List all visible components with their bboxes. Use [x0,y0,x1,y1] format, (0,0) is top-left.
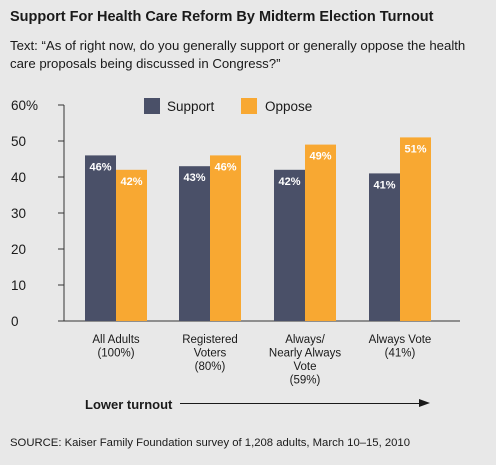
y-tick-label: 20 [11,242,26,257]
bar-value-label: 42% [120,176,142,188]
turnout-arrow-line [180,403,420,404]
turnout-arrow-head [419,399,430,407]
bar-value-label: 51% [404,143,426,155]
legend-label-oppose: Oppose [265,99,312,114]
source-note: SOURCE: Kaiser Family Foundation survey … [10,437,410,449]
bar-support [85,155,116,321]
bar-value-label: 41% [373,179,395,191]
category-label: Vote [293,361,316,373]
bar-oppose [305,144,336,321]
y-tick-label: 10 [11,278,26,293]
category-label: All Adults [92,334,140,346]
legend-label-support: Support [167,99,215,114]
bar-support [274,169,305,321]
legend-swatch-oppose [241,98,257,114]
bar-value-label: 49% [309,151,331,163]
y-tick-label: 40 [11,170,26,185]
bar-value-label: 46% [89,161,111,173]
bar-support [369,173,400,321]
bar-value-label: 42% [278,176,300,188]
bar-support [179,166,210,321]
survey-question: Text: “As of right now, do you generally… [10,38,466,71]
category-label: Registered [182,334,238,346]
y-tick-label: 0 [11,314,19,329]
y-tick-label: 60% [11,98,38,113]
category-label: (80%) [195,361,226,373]
bar-oppose [210,155,241,321]
bar-value-label: 46% [214,161,236,173]
category-label: Always/ [285,334,325,346]
bar-oppose [116,169,147,321]
lower-turnout-label: Lower turnout [85,397,173,412]
category-label: (59%) [290,375,321,387]
y-tick-label: 50 [11,134,26,149]
category-label: Nearly Always [269,348,341,360]
bar-value-label: 43% [183,172,205,184]
category-label: Voters [194,348,227,360]
y-tick-label: 30 [11,206,26,221]
category-label: (41%) [385,348,416,360]
chart-title: Support For Health Care Reform By Midter… [10,9,434,25]
category-label: Always Vote [369,334,432,346]
legend-swatch-support [144,98,160,114]
bar-oppose [400,137,431,321]
category-label: (100%) [97,348,134,360]
